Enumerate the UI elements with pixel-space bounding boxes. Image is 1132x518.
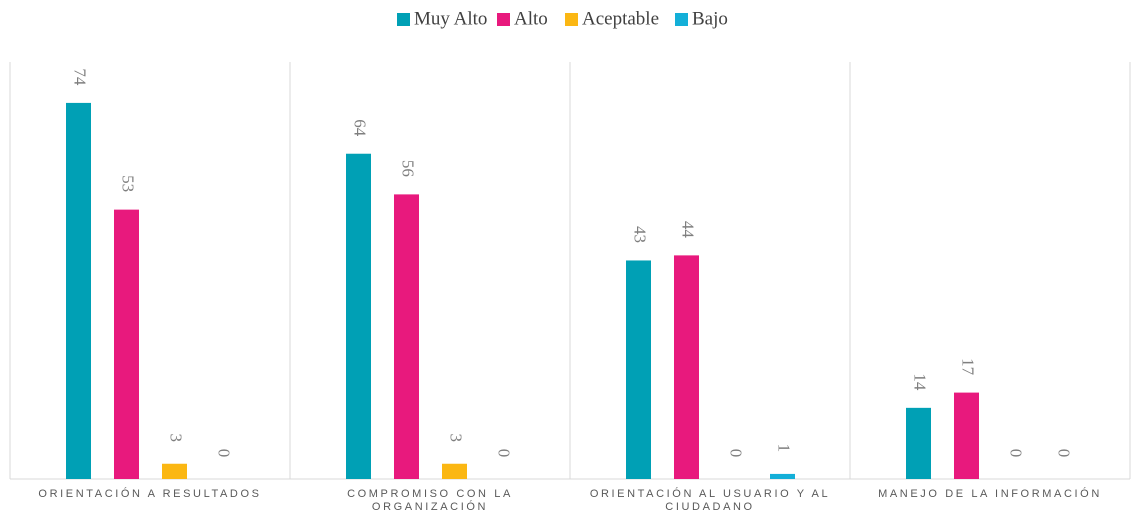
bar bbox=[954, 392, 979, 479]
legend-swatch bbox=[397, 13, 410, 26]
data-label: 0 bbox=[1007, 449, 1026, 458]
data-label: 0 bbox=[727, 449, 746, 458]
bar bbox=[626, 260, 651, 479]
bar bbox=[674, 255, 699, 479]
data-label: 64 bbox=[351, 119, 370, 136]
data-label: 44 bbox=[679, 221, 698, 239]
bar bbox=[906, 407, 931, 479]
bar bbox=[346, 153, 371, 479]
legend-swatch bbox=[497, 13, 510, 26]
data-label: 1 bbox=[775, 444, 794, 453]
x-tick-label: COMPROMISO CON LA ORGANIZACIÓN bbox=[347, 488, 513, 513]
data-label: 53 bbox=[119, 175, 138, 192]
data-label: 3 bbox=[447, 434, 466, 443]
bar bbox=[442, 463, 467, 479]
data-label: 17 bbox=[959, 358, 978, 376]
data-label: 3 bbox=[167, 434, 186, 443]
x-tick-label: MANEJO DE LA INFORMACIÓN bbox=[878, 488, 1102, 500]
data-label: 0 bbox=[215, 449, 234, 458]
legend-label: Muy Alto bbox=[414, 8, 487, 29]
legend-swatch bbox=[565, 13, 578, 26]
bar bbox=[162, 463, 187, 479]
x-tick-label: ORIENTACIÓN A RESULTADOS bbox=[38, 488, 262, 500]
bar bbox=[114, 209, 139, 479]
data-label: 74 bbox=[71, 68, 90, 86]
data-label: 56 bbox=[399, 160, 418, 177]
legend-swatch bbox=[675, 13, 688, 26]
data-label: 43 bbox=[631, 226, 650, 243]
x-tick-label: ORIENTACIÓN AL USUARIO Y AL CIUDADANO bbox=[589, 488, 831, 513]
legend-label: Alto bbox=[514, 8, 548, 29]
data-label: 14 bbox=[911, 373, 930, 391]
bar bbox=[394, 194, 419, 479]
legend-label: Bajo bbox=[692, 8, 728, 29]
bar bbox=[66, 102, 91, 479]
data-label: 0 bbox=[1055, 449, 1074, 458]
bar bbox=[770, 473, 795, 479]
data-label: 0 bbox=[495, 449, 514, 458]
legend-label: Aceptable bbox=[582, 8, 659, 29]
